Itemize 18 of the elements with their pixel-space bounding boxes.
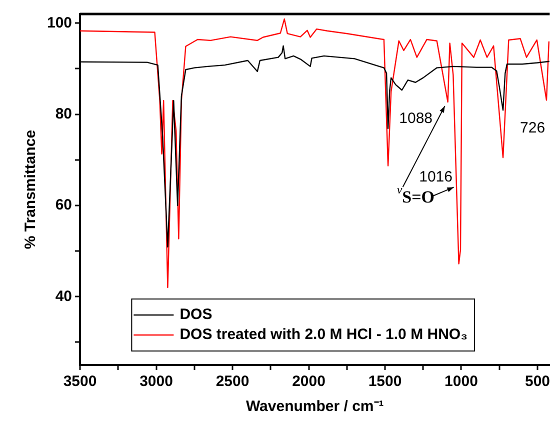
x-tick-label: 3500 [63,373,97,390]
x-tick-label: 1000 [444,373,478,390]
legend-label: DOS [180,306,212,324]
y-axis-title: % Transmittance [22,130,40,250]
x-tick-label: 500 [524,373,550,390]
y-tick-label: 100 [46,14,72,32]
annotation: 1016 [419,168,452,186]
x-tick-label: 1500 [368,373,402,390]
x-tick-label: 2000 [292,373,326,390]
x-tick-label: 3000 [140,373,173,390]
x-tick-label: 2500 [216,373,250,390]
y-tick-label: 80 [55,105,72,122]
x-axis-title: Wavenumber / cm⁻¹ [246,398,384,416]
annotation: 726 [520,119,546,136]
annotation: 1088 [399,110,433,128]
y-tick-label: 40 [55,288,72,305]
legend-label: DOS treated with 2.0 M HCl - 1.0 M HNO₃ [180,326,468,344]
y-tick-label: 60 [55,196,72,214]
